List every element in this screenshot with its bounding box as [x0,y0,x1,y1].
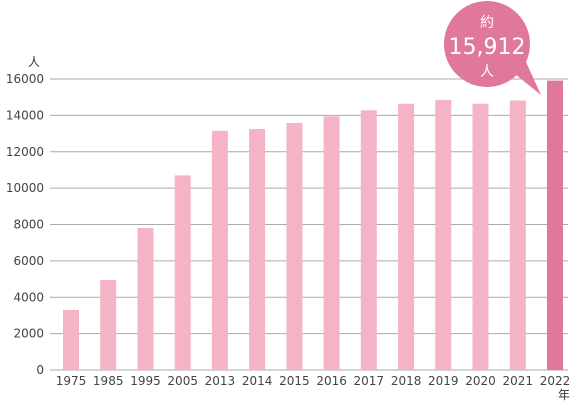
y-unit-label: 人 [28,55,40,69]
x-tick-label: 2013 [205,374,236,388]
x-tick-label: 1985 [93,374,124,388]
bar-2013 [211,130,228,370]
bar-2021 [509,100,526,370]
bar-2017 [360,110,377,371]
x-tick-label: 1995 [130,374,161,388]
bar-1985 [100,280,117,370]
bar-1995 [137,228,154,370]
y-tick-label: 14000 [6,108,44,122]
callout-value: 15,912 [449,35,526,60]
x-tick-label: 2005 [167,374,198,388]
bar-2014 [249,129,266,370]
callout-bubble: 約 15,912 人 [444,1,541,95]
y-tick-label: 12000 [6,145,44,159]
bar-1975 [63,310,79,370]
x-tick-label: 2019 [428,374,459,388]
x-tick-label: 2020 [465,374,496,388]
y-tick-label: 6000 [13,254,44,268]
y-tick-label: 10000 [6,181,44,195]
bar-2015 [286,123,303,370]
bar-2020 [472,103,489,370]
bar-2005 [174,175,191,370]
y-tick-labels: 0 2000 4000 6000 8000 10000 12000 14000 16000 [6,72,44,377]
grid-lines [50,78,568,371]
x-tick-label: 2017 [354,374,385,388]
y-tick-label: 2000 [13,327,44,341]
bars [63,80,563,371]
callout-pointer [515,62,541,95]
callout-prefix: 約 [480,15,494,31]
x-tick-label: 2022 [540,374,571,388]
callout-unit: 人 [480,64,494,80]
bar-2022 [547,80,563,370]
y-tick-label: 16000 [6,72,44,86]
x-tick-label: 2015 [279,374,310,388]
y-tick-label: 0 [36,363,44,377]
x-tick-label: 2016 [316,374,347,388]
callout-circle [444,1,530,87]
x-tick-labels: 1975 1985 1995 2005 2013 2014 2015 2016 2017 2018… [56,374,571,388]
y-tick-label: 8000 [13,218,44,232]
x-tick-label: 2018 [391,374,422,388]
y-tick-label: 4000 [13,290,44,304]
x-tick-label: 2014 [242,374,273,388]
bar-2018 [398,103,415,370]
x-unit-label: 年 [558,388,570,402]
bar-2019 [435,99,452,371]
x-tick-label: 2021 [503,374,534,388]
bar-2016 [323,116,340,370]
x-tick-label: 1975 [56,374,87,388]
